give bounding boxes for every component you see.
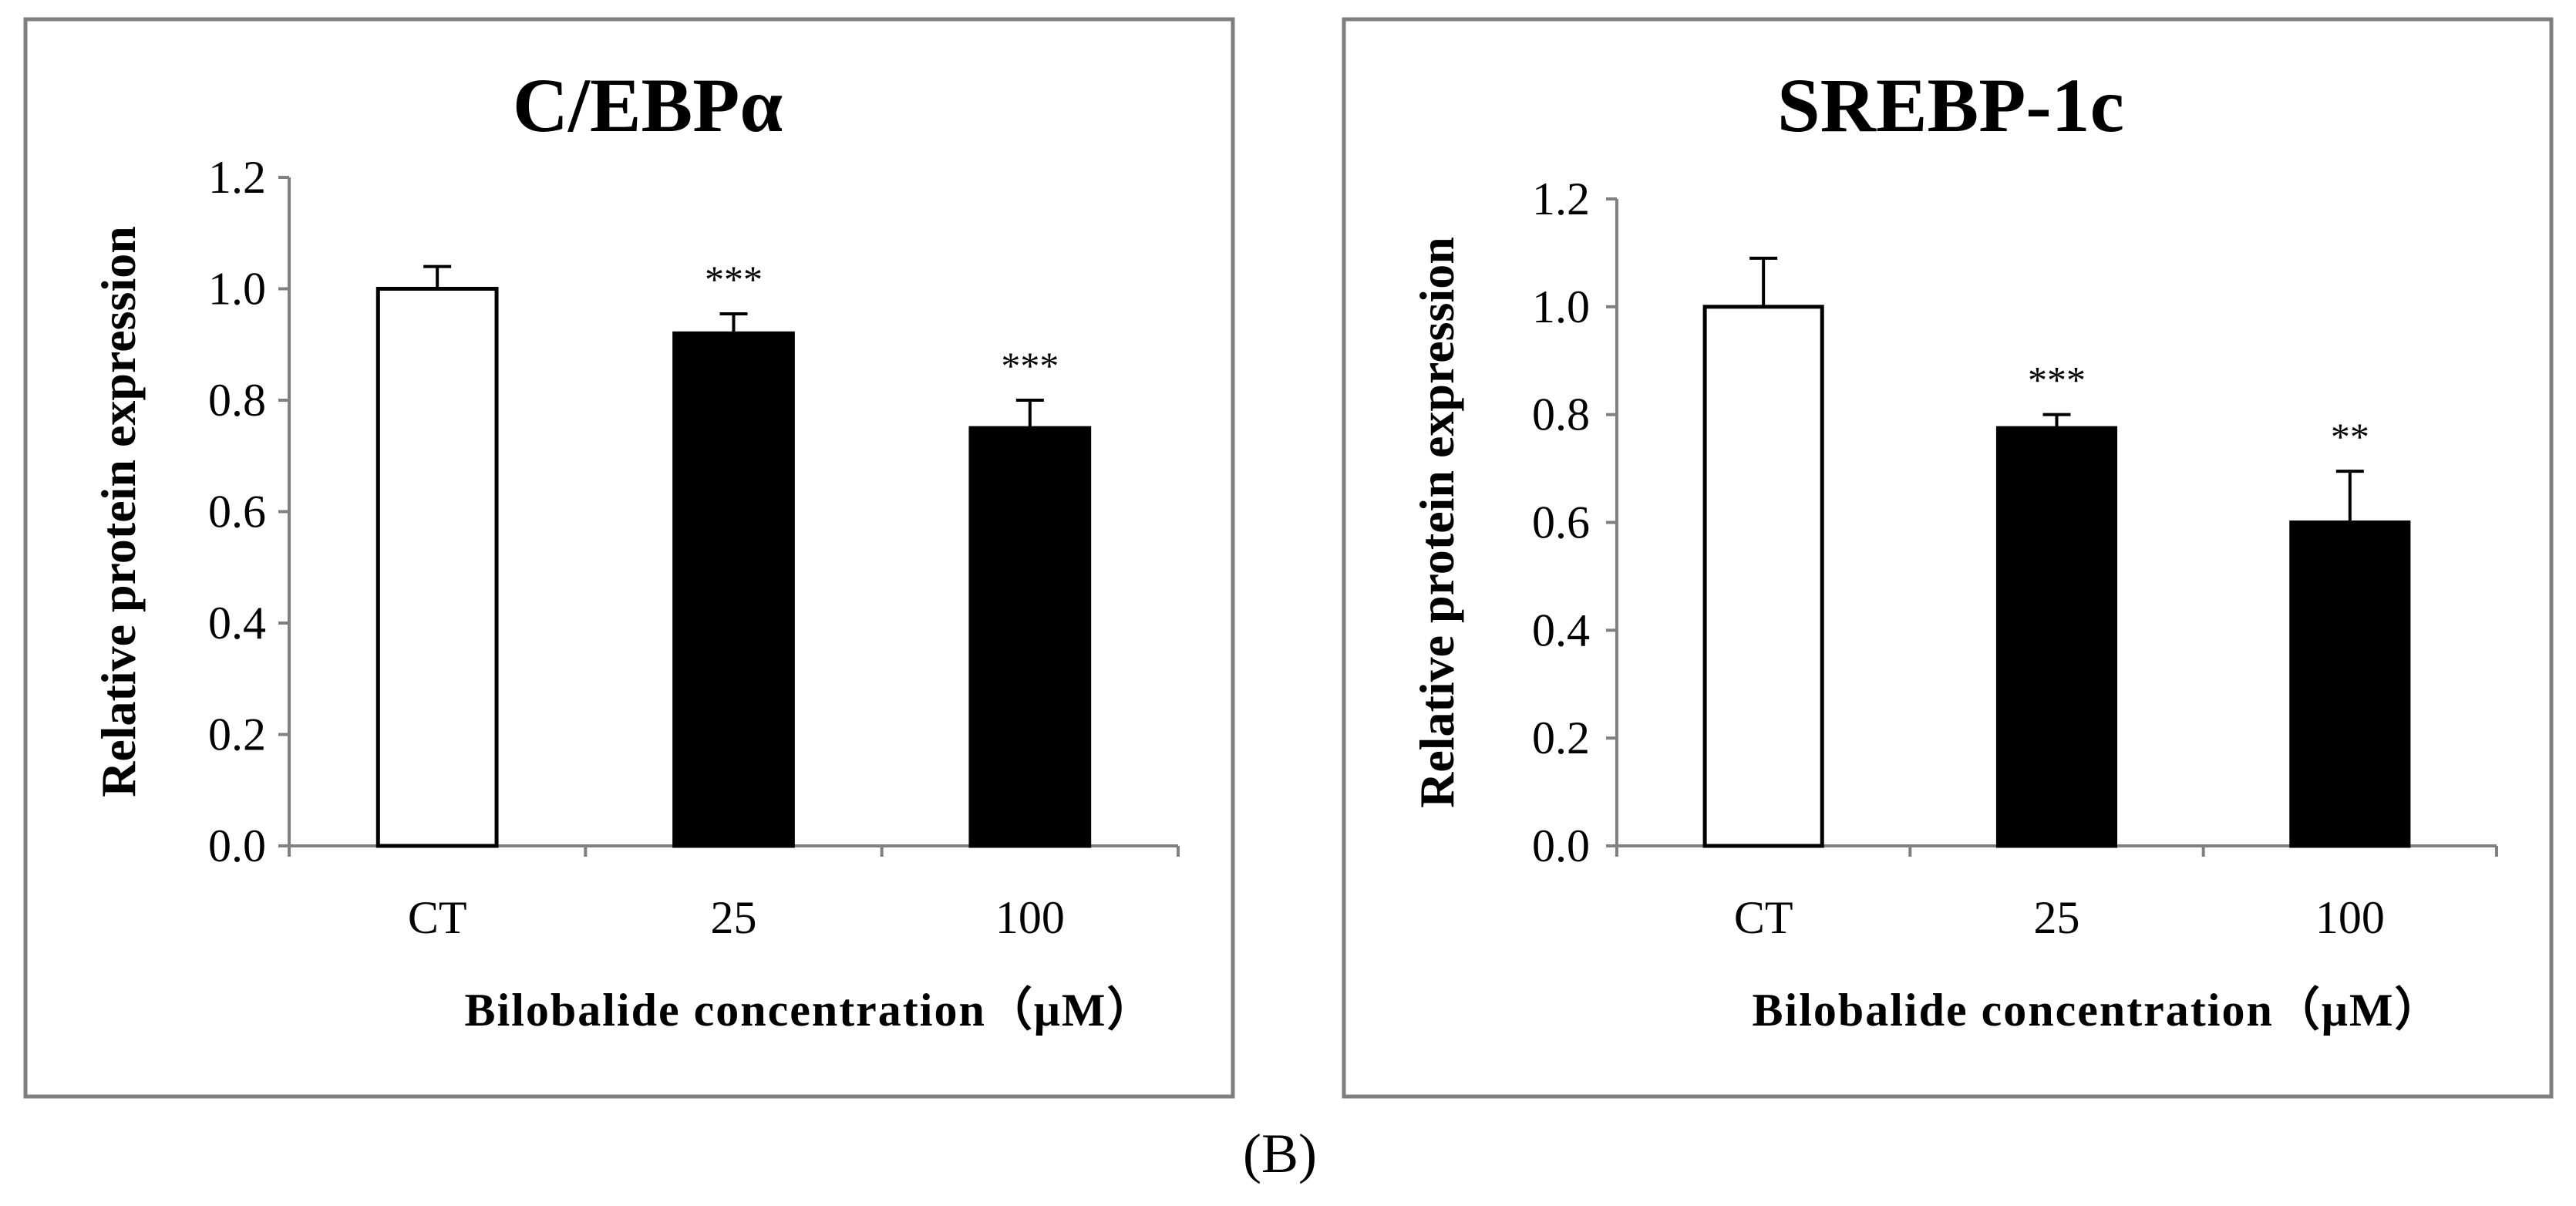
bar-CT <box>375 287 499 848</box>
chart-title: C/EBPα <box>513 62 783 148</box>
plot-area: 0.0 0.2 0.4 0.6 0.8 1.0 1.2 CT *** 25 *** 100 <box>208 152 1180 943</box>
y-tick-label: 0.2 <box>208 709 266 760</box>
x-tick-label: CT <box>408 892 467 943</box>
x-tick-label: 100 <box>995 892 1065 943</box>
y-tick-label: 0.6 <box>208 487 266 537</box>
figure-caption: (B) <box>1243 1123 1317 1184</box>
x-tick-label: 25 <box>2034 892 2080 943</box>
panel-srebp1c: SREBP-1c Relative protein expression Bil… <box>1342 17 2554 1099</box>
bar-CT <box>1702 305 1824 848</box>
x-tick-label: 25 <box>711 892 757 943</box>
y-axis-label: Relative protein expression <box>91 226 146 797</box>
bar-100 <box>968 426 1092 848</box>
plot-area: 0.0 0.2 0.4 0.6 0.8 1.0 1.2 CT *** 25 ** 100 <box>1532 173 2498 943</box>
y-tick-label: 0.2 <box>1532 712 1590 763</box>
x-tick-label: 100 <box>2315 892 2385 943</box>
y-tick-label: 1.0 <box>1532 281 1590 332</box>
significance-marker: ** <box>2331 415 2369 458</box>
y-axis-label: Relative protein expression <box>1409 237 1464 808</box>
x-axis-label: Bilobalide concentration（μM） <box>1753 984 2443 1036</box>
significance-marker: *** <box>705 258 763 301</box>
significance-marker: *** <box>1001 344 1059 387</box>
y-tick-label: 0.4 <box>208 598 266 648</box>
panel-cebpa: C/EBPα Relative protein expression Bilob… <box>23 17 1235 1099</box>
y-tick-label: 0.0 <box>208 820 266 871</box>
bar-25 <box>672 331 795 848</box>
x-axis-label: Bilobalide concentration（μM） <box>465 984 1155 1036</box>
y-tick-label: 0.8 <box>1532 389 1590 440</box>
y-tick-label: 1.0 <box>208 264 266 315</box>
x-tick-label: CT <box>1734 892 1793 943</box>
y-tick-label: 1.2 <box>1532 173 1590 224</box>
y-tick-label: 0.0 <box>1532 820 1590 871</box>
chart-title: SREBP-1c <box>1777 62 2124 148</box>
y-tick-label: 0.8 <box>208 375 266 426</box>
y-tick-label: 1.2 <box>208 152 266 203</box>
significance-marker: *** <box>2028 359 2086 402</box>
bar-25 <box>1995 426 2118 848</box>
y-tick-label: 0.4 <box>1532 605 1590 655</box>
bar-100 <box>2289 520 2411 848</box>
y-tick-label: 0.6 <box>1532 497 1590 548</box>
